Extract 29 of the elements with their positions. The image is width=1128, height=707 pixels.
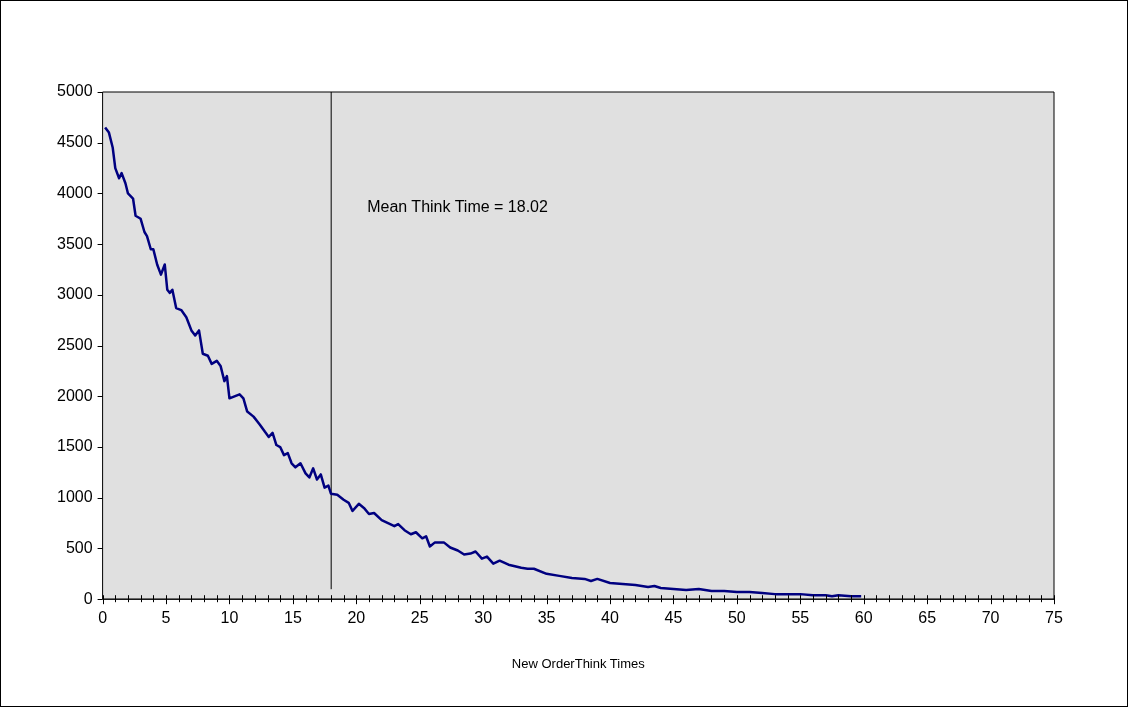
- x-tick-label: 15: [283, 609, 302, 627]
- y-tick-label: 2500: [57, 336, 93, 354]
- x-tick-label: 10: [220, 609, 239, 627]
- y-tick-label: 1500: [57, 437, 93, 455]
- y-tick-label: 4500: [57, 133, 93, 151]
- y-tick-label: 3500: [57, 234, 93, 252]
- x-tick-label: 60: [854, 609, 873, 627]
- y-tick-label: 3000: [57, 285, 93, 303]
- x-tick-label: 30: [474, 609, 493, 627]
- x-tick-label: 50: [727, 609, 746, 627]
- y-tick-label: 4000: [57, 183, 93, 201]
- y-tick-label: 0: [83, 589, 93, 607]
- x-tick-label: 55: [791, 609, 810, 627]
- y-tick-label: 2000: [57, 386, 93, 404]
- x-tick-label: 0: [98, 609, 108, 627]
- x-tick-label: 70: [981, 609, 1000, 627]
- y-tick-label: 5000: [57, 82, 93, 100]
- x-tick-label: 20: [347, 609, 366, 627]
- x-tick-label: 5: [161, 609, 171, 627]
- x-tick-label: 65: [918, 609, 937, 627]
- ref-line-label: Mean Think Time = 18.02: [367, 198, 548, 216]
- x-tick-label: 40: [601, 609, 620, 627]
- y-tick-label: 1000: [57, 488, 93, 506]
- x-axis-title: New OrderThink Times: [511, 655, 646, 671]
- x-tick-label: 35: [537, 609, 556, 627]
- x-tick-label: 45: [664, 609, 683, 627]
- x-tick-label: 75: [1045, 609, 1063, 627]
- y-tick-label: 500: [65, 538, 93, 556]
- x-tick-label: 25: [410, 609, 429, 627]
